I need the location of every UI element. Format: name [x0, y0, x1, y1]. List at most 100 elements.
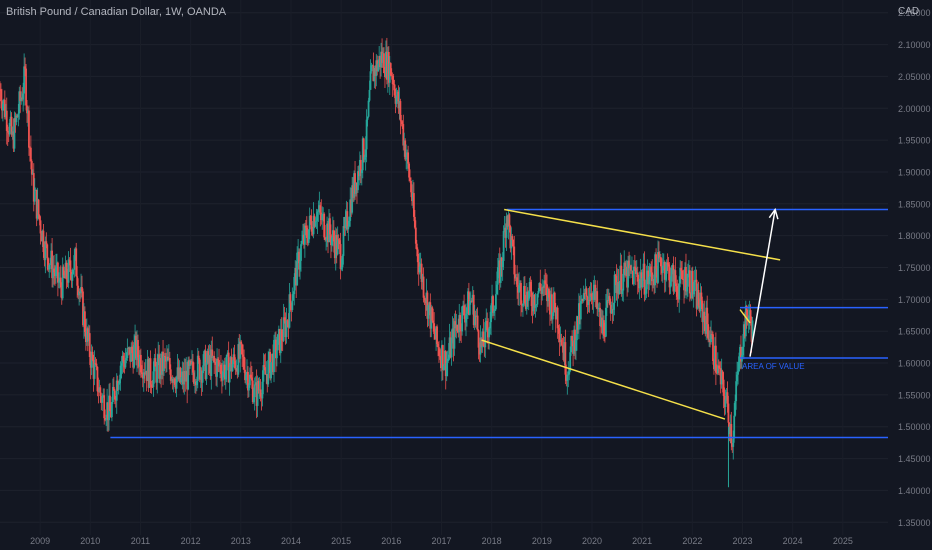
x-tick-label: 2025 — [833, 536, 853, 546]
candle-body — [101, 396, 104, 403]
candle-body — [183, 371, 186, 385]
candle-body — [299, 260, 301, 270]
candle-body — [695, 279, 698, 309]
candle-body — [557, 328, 560, 334]
candle-body — [420, 263, 423, 283]
candle-body — [602, 320, 604, 334]
candle-body — [247, 371, 249, 391]
candle-body — [11, 131, 14, 135]
candle-body — [300, 244, 302, 261]
candle-body — [287, 321, 290, 328]
candle-body — [661, 265, 664, 274]
candle-body — [296, 252, 299, 286]
currency-label: CAD — [898, 6, 920, 17]
candle-body — [292, 294, 295, 301]
candle-body — [236, 368, 239, 375]
candle-body — [348, 220, 351, 227]
candle-body — [9, 116, 12, 123]
candle-body — [421, 276, 424, 283]
candle-body — [216, 359, 218, 377]
candle-body — [482, 331, 485, 346]
candle-body — [321, 214, 324, 221]
candle-body — [272, 353, 274, 373]
candle-body — [210, 349, 213, 377]
candle-body — [537, 291, 540, 294]
candle-body — [81, 287, 83, 292]
candle-body — [423, 297, 426, 301]
candle-body — [100, 396, 103, 403]
candle-body — [269, 351, 272, 379]
candle-body — [714, 345, 716, 370]
candle-body — [708, 339, 711, 341]
candle-body — [733, 415, 736, 439]
candle-body — [149, 358, 152, 385]
candle-body — [202, 354, 205, 372]
candle-body — [111, 401, 113, 418]
candle-body — [254, 382, 257, 385]
candle-body — [305, 227, 308, 238]
candle-body — [495, 284, 498, 295]
candle-body — [711, 334, 713, 335]
candle-body — [158, 354, 161, 379]
candle-body — [91, 351, 94, 361]
candle-body — [657, 252, 659, 283]
candle-body — [391, 76, 394, 85]
candle-body — [88, 333, 91, 358]
candle-body — [529, 282, 532, 292]
candle-body — [652, 279, 655, 282]
candle-body — [252, 397, 255, 403]
candle-body — [86, 328, 89, 342]
candle-body — [244, 369, 246, 381]
candle-body — [414, 227, 417, 244]
candle-body — [354, 173, 356, 194]
candle-body — [221, 373, 223, 381]
candle-body — [312, 215, 315, 235]
candle-body — [232, 354, 235, 365]
candle-body — [500, 257, 503, 268]
y-tick-label: 1.80000 — [898, 231, 931, 241]
candle-body — [522, 285, 525, 304]
candle-body — [107, 402, 109, 421]
candle-body — [662, 262, 665, 266]
candle-body — [157, 354, 160, 362]
candle-body — [526, 291, 529, 301]
candle-body — [84, 311, 86, 332]
candle-body — [74, 248, 77, 256]
candle-body — [556, 307, 559, 329]
candle-body — [151, 387, 154, 388]
candle-body — [680, 267, 683, 271]
candle-body — [43, 252, 46, 261]
x-tick-label: 2023 — [732, 536, 752, 546]
candle-body — [730, 424, 733, 444]
candle-body — [619, 265, 622, 283]
candle-body — [541, 287, 544, 294]
candle-body — [144, 370, 147, 375]
candle-body — [274, 339, 276, 341]
candle-body — [4, 110, 7, 118]
candle-body — [192, 361, 194, 373]
candle-body — [84, 331, 87, 343]
candle-body — [644, 293, 647, 295]
x-tick-label: 2018 — [482, 536, 502, 546]
candle-body — [383, 53, 385, 74]
candle-body — [441, 345, 444, 370]
candle-body — [493, 310, 495, 313]
y-tick-label: 2.10000 — [898, 40, 931, 50]
candle-body — [370, 65, 373, 72]
candle-body — [199, 370, 202, 380]
candle-body — [79, 291, 81, 294]
candle-body — [169, 369, 172, 381]
candle-body — [552, 292, 555, 313]
x-tick-label: 2013 — [231, 536, 251, 546]
candle-body — [73, 255, 76, 270]
candle-body — [399, 101, 402, 121]
candle-body — [501, 260, 504, 268]
candle-body — [654, 254, 656, 286]
y-tick-label: 1.95000 — [898, 136, 931, 146]
candle-body — [248, 374, 251, 386]
candle-body — [594, 284, 597, 300]
candle-body — [167, 358, 170, 361]
candle-body — [95, 363, 98, 367]
x-tick-label: 2021 — [632, 536, 652, 546]
